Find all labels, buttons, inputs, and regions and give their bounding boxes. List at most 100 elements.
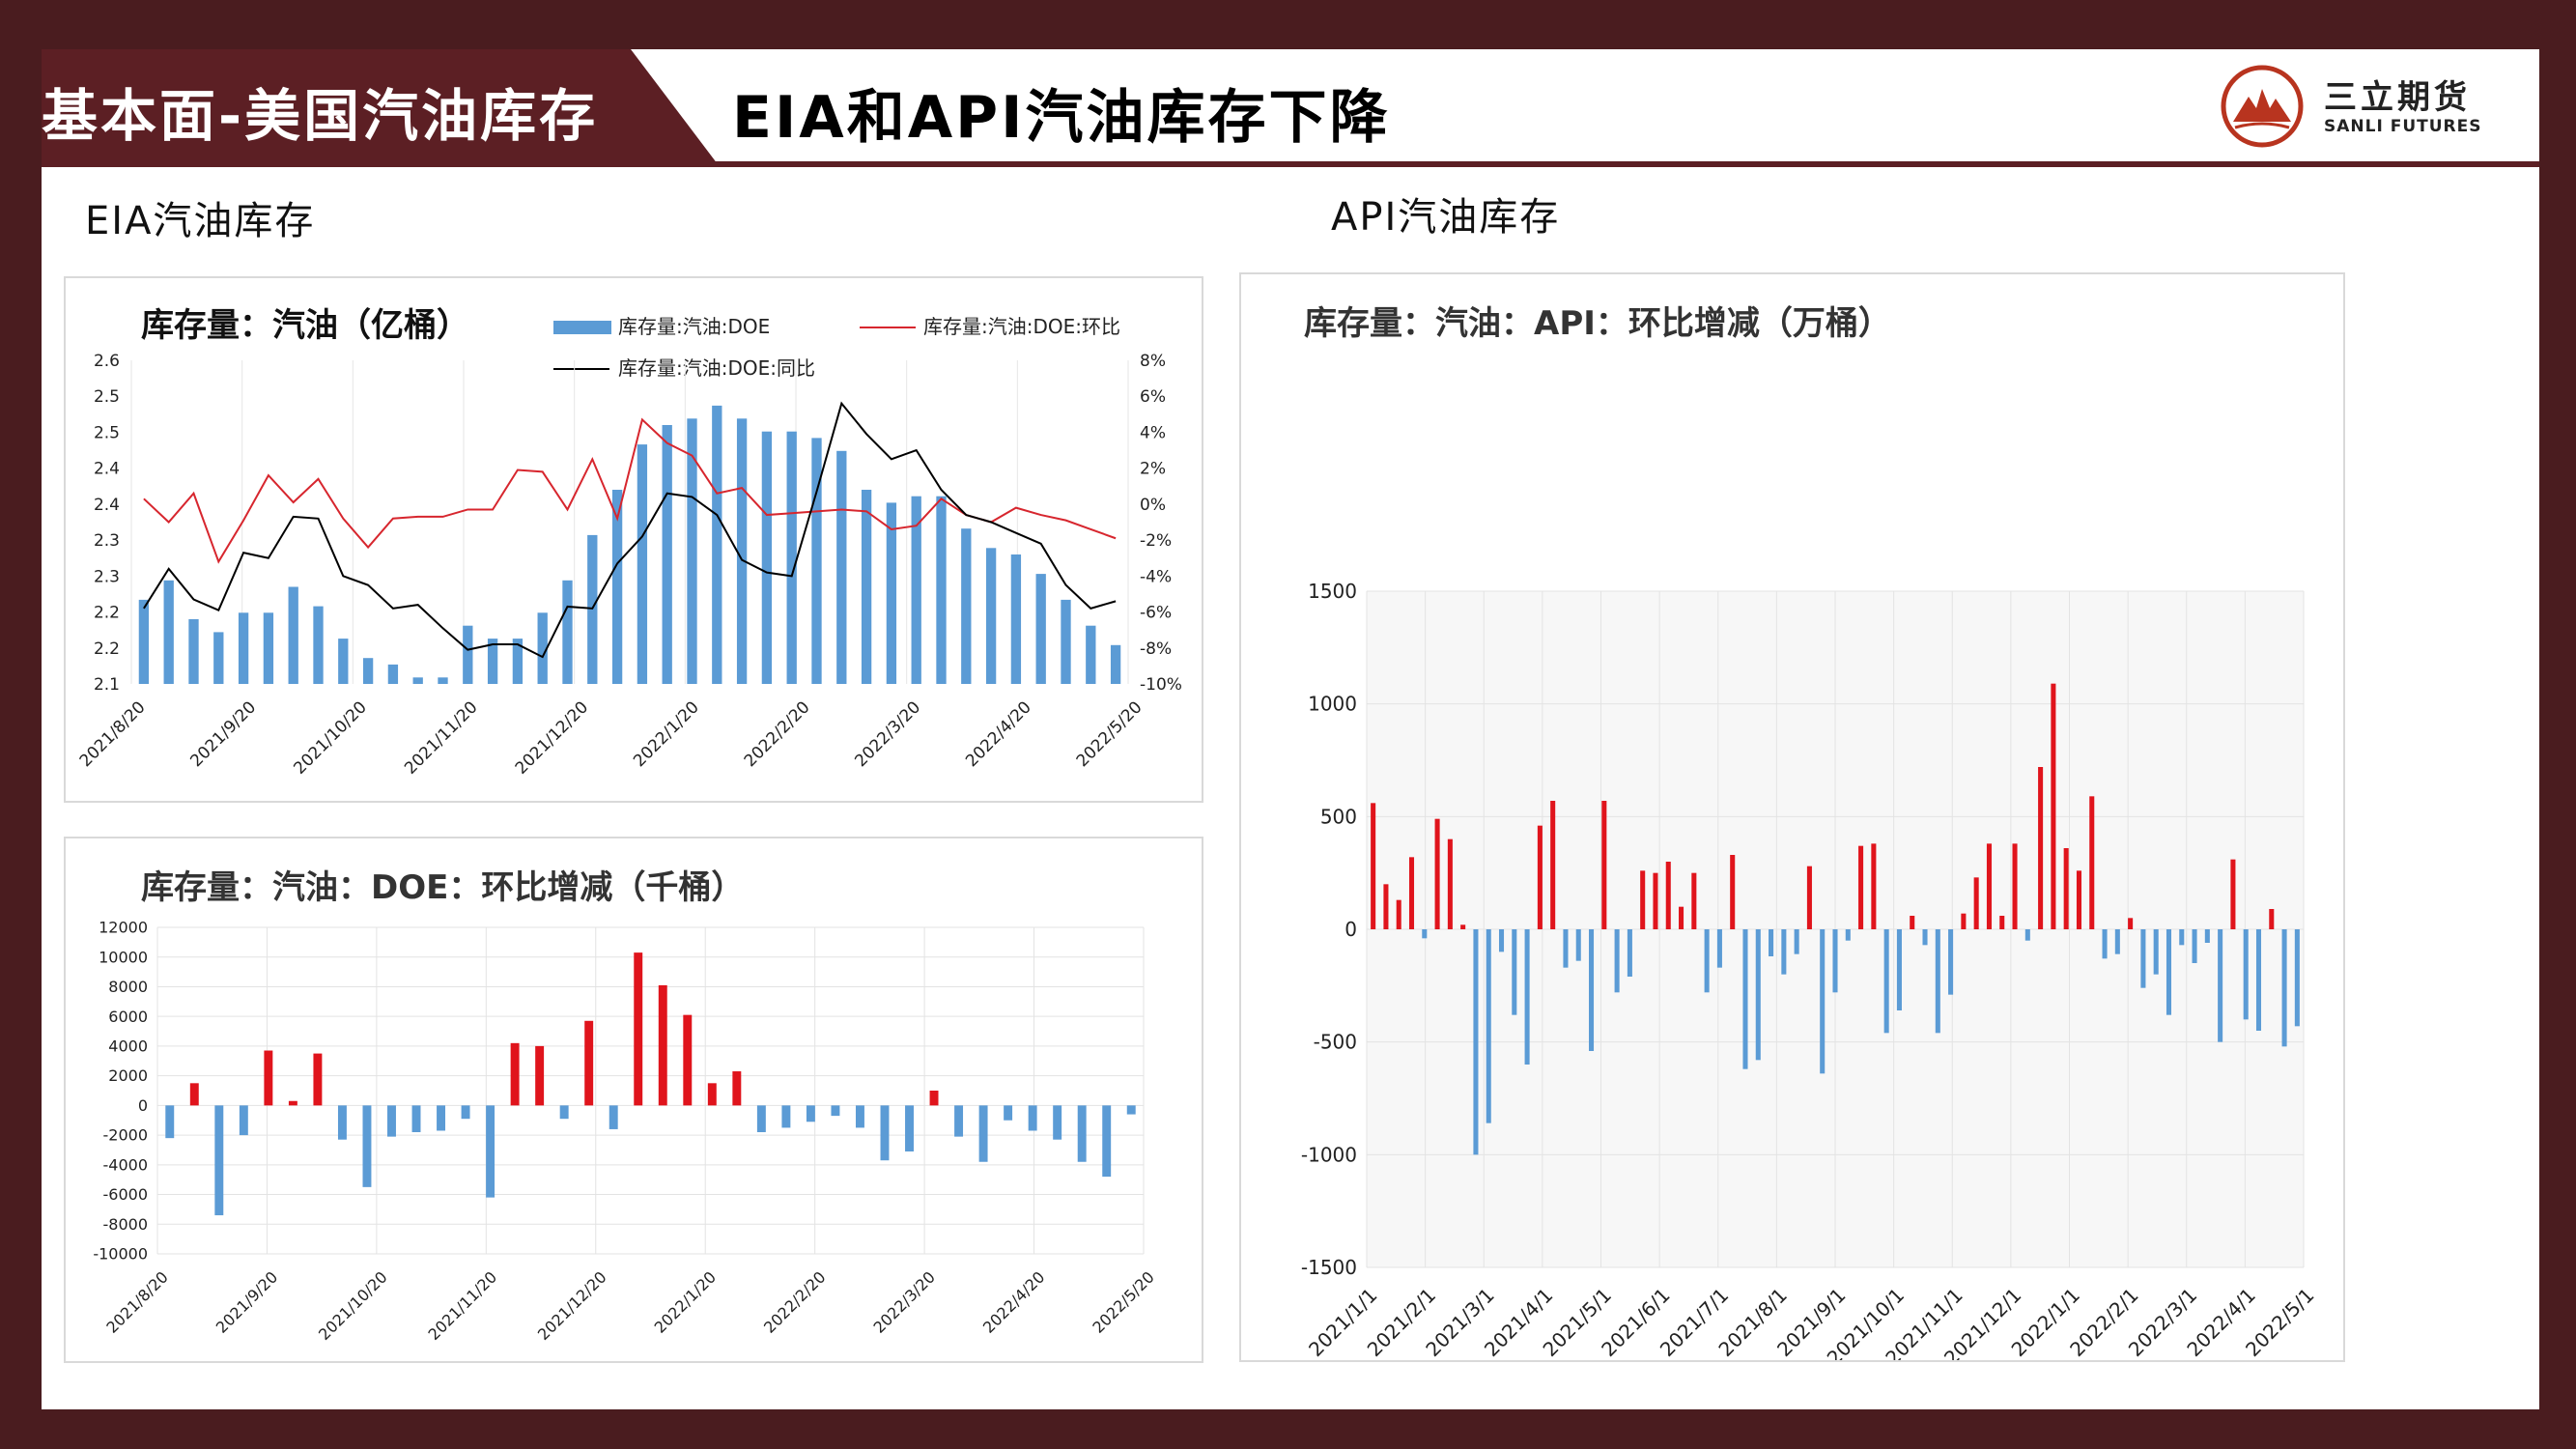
x-tick-label: 2022/4/20 — [962, 697, 1035, 771]
chart-title: 库存量：汽油：API：环比增减（万桶） — [1304, 304, 1891, 343]
bar-increase — [264, 1050, 273, 1106]
bar-decrease — [1716, 929, 1722, 968]
bar-decrease — [2281, 929, 2287, 1047]
bar-stock — [936, 496, 947, 684]
bar-decrease — [1769, 929, 1774, 956]
bar-increase — [2128, 918, 2134, 929]
header-divider — [42, 161, 2539, 167]
bar-decrease — [461, 1105, 470, 1120]
bar-decrease — [1486, 929, 1491, 1123]
bar-decrease — [1498, 929, 1505, 952]
legend-label: 库存量:汽油:DOE — [618, 315, 770, 338]
bar-stock — [387, 664, 399, 684]
bar-stock — [188, 619, 199, 684]
bar-decrease — [1077, 1105, 1087, 1162]
bar-decrease — [756, 1105, 766, 1133]
y-left-tick-label: 2.3 — [94, 531, 120, 551]
bar-decrease — [1948, 929, 1954, 995]
bar-increase — [1973, 877, 1979, 929]
bar-decrease — [1028, 1105, 1037, 1131]
bar-stock — [1061, 599, 1071, 684]
bar-decrease — [1742, 929, 1748, 1069]
bar-decrease — [1781, 929, 1787, 975]
bar-stock — [338, 639, 349, 684]
bar-decrease — [880, 1105, 890, 1161]
x-tick-label: 2021/9/20 — [212, 1267, 281, 1336]
bar-decrease — [1755, 929, 1761, 1061]
y-left-tick-label: 2.6 — [94, 352, 120, 371]
bar-decrease — [1832, 929, 1838, 993]
bar-increase — [313, 1053, 323, 1106]
bar-stock — [736, 418, 748, 684]
eia-change-chart: 库存量：汽油：DOE：环比增减（千桶） 12000 10000 8000 6000 400… — [64, 837, 1203, 1363]
bar-stock — [412, 677, 423, 684]
bar-increase — [1396, 899, 1401, 929]
y-tick-label: -1000 — [1301, 1143, 1357, 1166]
api-section-title: API汽油库存 — [1331, 195, 1561, 240]
bar-increase — [2230, 859, 2236, 929]
bar-decrease — [437, 1105, 446, 1131]
y-left-tick-label: 2.3 — [94, 567, 120, 586]
bar-decrease — [1126, 1105, 1136, 1115]
bar-decrease — [1004, 1105, 1013, 1121]
chart-title: 库存量：汽油（亿桶） — [141, 306, 469, 345]
y-right-tick-label: -2% — [1140, 531, 1172, 551]
bar-decrease — [806, 1105, 815, 1122]
bar-decrease — [831, 1105, 840, 1117]
bar-increase — [683, 1014, 693, 1106]
y-right-tick-label: -8% — [1140, 639, 1172, 659]
y-tick-label: 2000 — [108, 1066, 148, 1085]
bar-increase — [584, 1020, 594, 1106]
y-tick-label: 500 — [1320, 805, 1357, 828]
bar-stock — [761, 431, 773, 684]
bar-decrease — [1473, 929, 1479, 1155]
bar-stock — [961, 528, 972, 684]
page-title: EIA和API汽油库存下降 — [732, 84, 1391, 152]
bar-stock — [163, 580, 174, 684]
bar-stock — [487, 639, 498, 684]
x-tick-label: 2021/12/20 — [534, 1267, 610, 1344]
bar-increase — [1999, 916, 2005, 929]
bar-decrease — [559, 1105, 569, 1120]
x-tick-label: 2022/2/20 — [741, 697, 814, 771]
bar-increase — [732, 1071, 742, 1106]
bar-stock — [811, 438, 822, 684]
bar-stock — [362, 658, 374, 684]
bar-decrease — [2255, 929, 2262, 1031]
bar-increase — [2269, 909, 2275, 929]
bar-decrease — [1896, 929, 1902, 1010]
bar-increase — [2012, 843, 2018, 929]
bar-stock — [238, 612, 249, 684]
bar-stock — [537, 612, 548, 684]
bar-decrease — [978, 1105, 988, 1162]
bar-decrease — [1627, 929, 1632, 977]
bar-increase — [1447, 838, 1453, 929]
y-left-tick-label: 2.5 — [94, 423, 120, 442]
y-tick-label: 0 — [138, 1096, 148, 1115]
bar-stock — [213, 632, 224, 684]
y-tick-label: 8000 — [108, 978, 148, 996]
bar-stock — [861, 490, 872, 684]
x-tick-label: 2022/3/20 — [869, 1267, 938, 1336]
bar-decrease — [387, 1105, 396, 1137]
y-right-tick-label: -6% — [1140, 604, 1172, 623]
bar-increase — [1665, 862, 1671, 929]
bar-stock — [1110, 644, 1121, 684]
logo-text-cn: 三立期货 — [2324, 78, 2471, 117]
bar-increase — [2063, 848, 2069, 929]
bar-stock — [512, 639, 524, 684]
bar-decrease — [2102, 929, 2108, 959]
y-right-tick-label: 2% — [1140, 460, 1166, 479]
bar-decrease — [1845, 929, 1851, 941]
bar-stock — [438, 677, 448, 684]
bar-increase — [658, 984, 667, 1106]
bar-decrease — [1053, 1105, 1062, 1140]
logo-text-en: SANLI FUTURES — [2324, 117, 2482, 136]
y-tick-label: -8000 — [103, 1215, 149, 1234]
bar-increase — [707, 1083, 717, 1106]
api-change-chart-svg: 库存量：汽油：API：环比增减（万桶） 1500 1000 500 0 -500 -1000… — [1301, 304, 2319, 1360]
section-title: 基本面-美国汽油库存 — [42, 83, 599, 149]
bar-stock — [611, 490, 623, 684]
bar-decrease — [1820, 929, 1826, 1074]
y-tick-label: -2000 — [103, 1126, 149, 1145]
